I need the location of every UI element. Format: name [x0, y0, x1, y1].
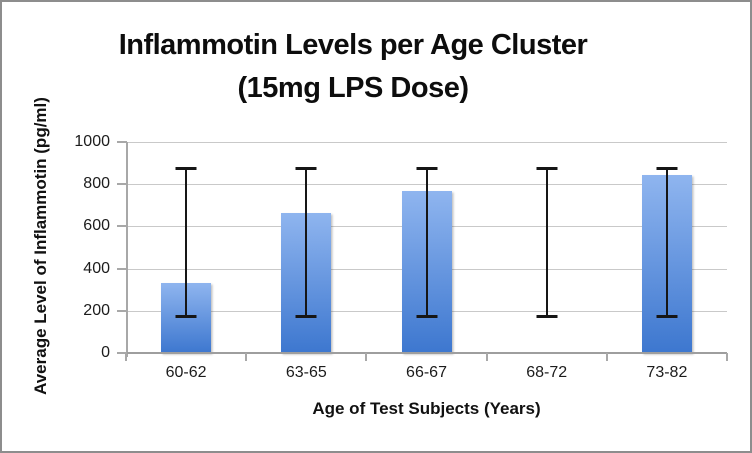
- error-bar-cap-top-60-62: [175, 167, 197, 171]
- y-tick-label-1000: 1000: [74, 133, 110, 150]
- error-bar-cap-bottom-68-72: [536, 315, 558, 319]
- gridline-1000: [126, 142, 727, 143]
- x-tick-label-60-62: 60-62: [165, 364, 207, 381]
- error-bar-73-82: [665, 168, 668, 318]
- x-axis-tick: [726, 353, 728, 361]
- error-bar-cap-top-66-67: [416, 167, 437, 171]
- x-tick-label-68-72: 68-72: [526, 364, 568, 381]
- error-bar-cap-top-63-65: [295, 167, 317, 171]
- x-axis-tick: [605, 353, 608, 361]
- x-axis-title: Age of Test Subjects (Years): [312, 399, 541, 418]
- y-tick-labels: 0 200 400 600 800 1000: [42, 133, 110, 361]
- error-bar-cap-bottom-66-67: [416, 315, 437, 319]
- y-axis-tick-600: [117, 225, 127, 228]
- error-bar-cap-top-68-72: [536, 167, 558, 171]
- error-bar-60-62: [185, 168, 188, 318]
- error-bar-cap-bottom-60-62: [175, 315, 197, 319]
- error-bar-cap-bottom-73-82: [656, 315, 678, 319]
- error-bar-cap-top-73-82: [656, 167, 678, 171]
- x-axis-tick: [125, 353, 127, 361]
- y-axis-tick-400: [117, 267, 127, 270]
- y-tick-label-400: 400: [83, 259, 110, 277]
- error-bar-cap-bottom-63-65: [295, 315, 317, 319]
- error-bar-63-65: [305, 168, 308, 318]
- y-axis-tick-1000: [117, 141, 127, 143]
- x-axis-line: [118, 352, 727, 354]
- error-bar-68-72: [545, 168, 548, 318]
- x-axis-tick: [245, 353, 248, 361]
- y-tick-label-0: 0: [101, 344, 110, 361]
- y-axis-tick-0: [117, 352, 127, 354]
- chart-title: Inflammotin Levels per Age Cluster (15mg…: [2, 24, 704, 110]
- y-tick-label-200: 200: [83, 301, 110, 319]
- x-tick-label-73-82: 73-82: [646, 364, 688, 381]
- x-tick-labels: 60-62 63-65 66-67 68-72 73-82: [126, 364, 727, 384]
- y-axis-tick-200: [117, 309, 127, 312]
- error-bar-66-67: [425, 168, 428, 318]
- x-tick-label-63-65: 63-65: [285, 364, 327, 381]
- y-tick-label-800: 800: [83, 175, 110, 193]
- chart-title-line2: (15mg LPS Dose): [237, 72, 470, 104]
- x-axis-tick: [485, 353, 488, 361]
- plot-area: [117, 141, 728, 361]
- y-axis-tick-800: [117, 183, 127, 186]
- x-axis-tick: [365, 353, 368, 361]
- y-axis-line: [126, 142, 128, 357]
- chart-title-line1: Inflammotin Levels per Age Cluster: [118, 29, 588, 61]
- x-tick-label-66-67: 66-67: [406, 364, 447, 381]
- y-tick-label-600: 600: [83, 217, 110, 235]
